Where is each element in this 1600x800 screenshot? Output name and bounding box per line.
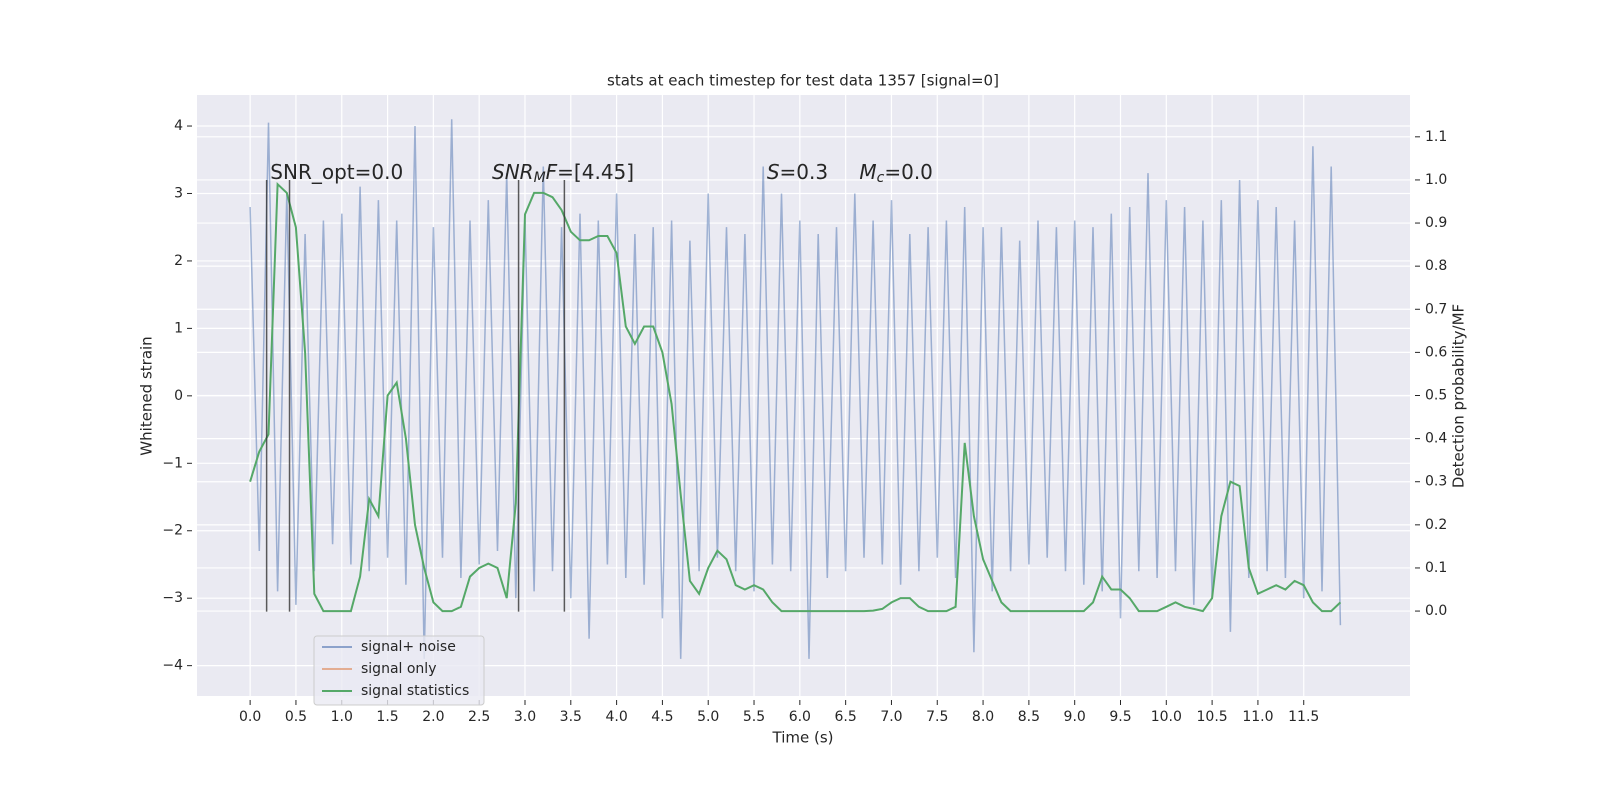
y-axis-label: Whitened strain [138,336,156,455]
x-tick-label: 7.0 [880,709,902,725]
annotation-part: =0.0 [884,160,933,184]
y2-tick-label: 0.2 [1425,517,1447,533]
x-tick-label: 5.5 [743,709,765,725]
legend-label: signal statistics [361,683,469,699]
annotation-part: =0.3 [780,160,829,184]
x-axis-label: Time (s) [772,729,834,747]
x-tick-label: 9.0 [1064,709,1086,725]
x-tick-label: 11.0 [1242,709,1273,725]
y-tick-label: 4 [174,118,183,134]
y2-tick-label: 0.7 [1425,301,1447,317]
y-tick-label: 0 [174,388,183,404]
x-tick-label: 5.0 [697,709,719,725]
x-tick-label: 4.5 [651,709,673,725]
annotation-part: M [534,170,546,186]
legend-label: signal+ noise [361,639,456,655]
y-tick-label: 2 [174,253,183,269]
x-tick-label: 11.5 [1288,709,1319,725]
y2-tick-label: 0.1 [1425,560,1447,576]
y2-tick-label: 0.6 [1425,344,1447,360]
y-tick-label: −4 [162,658,183,674]
x-tick-label: 1.5 [376,709,398,725]
y2-tick-label: 1.0 [1425,172,1447,188]
x-tick-label: 7.5 [926,709,948,725]
y-tick-label: −3 [162,590,183,606]
x-tick-label: 3.0 [514,709,536,725]
x-tick-label: 6.0 [789,709,811,725]
annotation-part: M [859,160,876,184]
annotation-part: SNR [492,160,534,184]
annotation: S=0.3 [767,160,828,184]
y-tick-label: −1 [162,455,183,471]
x-tick-label: 10.0 [1151,709,1182,725]
y2-tick-label: 0.9 [1425,215,1447,231]
x-tick-label: 8.5 [1018,709,1040,725]
annotation: SNRMF=[4.45] [492,160,634,187]
y2-tick-label: 0.5 [1425,388,1447,404]
series-line [249,181,1342,613]
series-line [249,119,1342,659]
x-tick-label: 0.5 [285,709,307,725]
x-tick-label: 1.0 [331,709,353,725]
annotation: Mc=0.0 [859,160,933,187]
x-tick-label: 0.0 [239,709,261,725]
y2-tick-label: 0.4 [1425,431,1447,447]
annotation-part: =[4.45] [557,160,634,184]
x-tick-label: 9.5 [1109,709,1131,725]
y2-axis-label: Detection probability/MF [1450,304,1468,488]
y2-tick-label: 0.3 [1425,474,1447,490]
y2-tick-label: 1.1 [1425,129,1447,145]
x-tick-label: 8.0 [972,709,994,725]
y-tick-label: 1 [174,320,183,336]
legend-box [313,635,485,706]
x-tick-label: 2.5 [468,709,490,725]
chart-title: stats at each timestep for test data 135… [607,72,999,90]
annotation-part: S [767,160,780,184]
x-tick-label: 6.5 [835,709,857,725]
y-tick-label: 3 [174,185,183,201]
x-tick-label: 4.0 [605,709,627,725]
x-tick-label: 3.5 [560,709,582,725]
y2-tick-label: 0.0 [1425,603,1447,619]
annotation-part: F [546,160,558,184]
y2-tick-label: 0.8 [1425,258,1447,274]
legend-label: signal only [361,661,436,677]
annotation: SNR_opt=0.0 [270,160,403,184]
x-tick-label: 2.0 [422,709,444,725]
x-tick-label: 10.5 [1197,709,1228,725]
y-tick-label: −2 [162,523,183,539]
annotation-part: c [877,170,885,186]
annotation-part: SNR_opt=0.0 [270,160,403,184]
